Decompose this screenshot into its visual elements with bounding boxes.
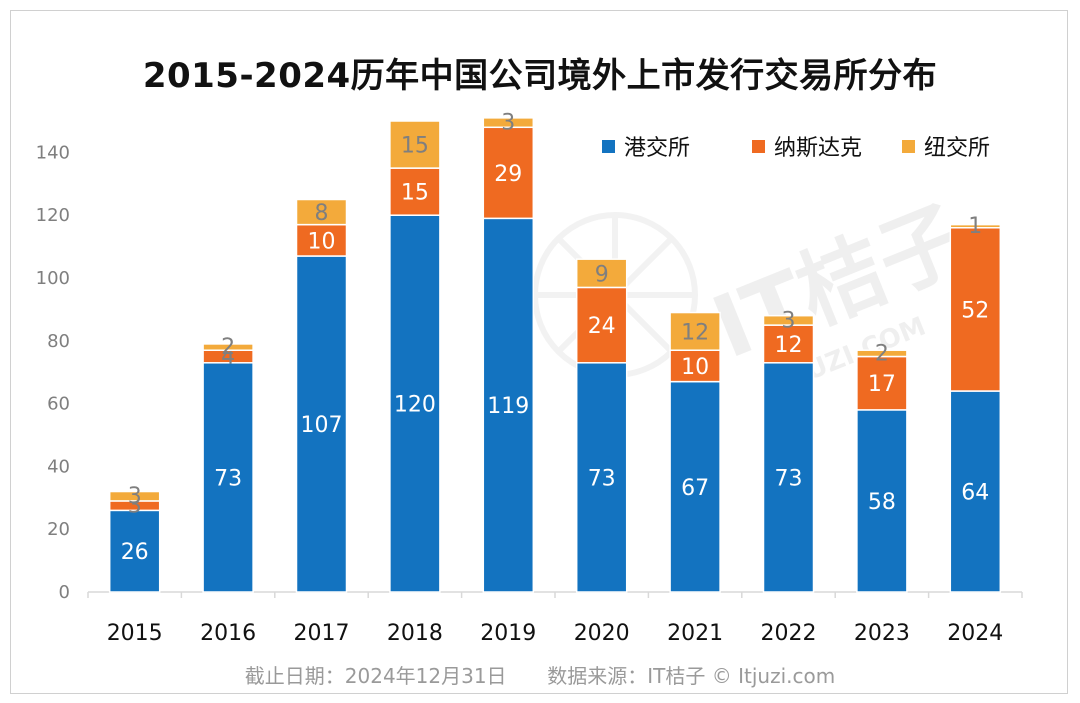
- bar-hk: [762, 362, 815, 593]
- bar-hk: [202, 362, 254, 593]
- footer-source: 数据来源：IT桔子 © Itjuzi.com: [547, 664, 836, 688]
- data-label: 58: [868, 490, 896, 515]
- bar-hk: [389, 214, 441, 593]
- bar-hk: [949, 390, 1002, 593]
- data-label: 15: [401, 181, 429, 206]
- x-tick-label: 2023: [854, 621, 910, 646]
- bar-nyse: [295, 198, 348, 226]
- data-label: 1: [968, 214, 982, 239]
- footer: 截止日期：2024年12月31日 数据来源：IT桔子 © Itjuzi.com: [0, 660, 1080, 689]
- data-label: 73: [214, 466, 242, 491]
- legend-label: 港交所: [624, 136, 690, 161]
- x-tick-label: 2018: [387, 621, 443, 646]
- bar-nyse: [949, 223, 1002, 229]
- bar-nyse: [762, 314, 815, 326]
- y-tick-label: 0: [59, 582, 70, 603]
- bar-hk: [575, 362, 628, 593]
- y-tick-label: 40: [47, 456, 70, 477]
- data-label: 12: [681, 320, 709, 345]
- data-label: 10: [308, 229, 336, 254]
- data-label: 15: [401, 134, 429, 159]
- bar-hk: [295, 255, 348, 593]
- data-label: 3: [128, 484, 142, 509]
- data-label: 3: [782, 308, 796, 333]
- bar-nasdaq: [575, 286, 628, 364]
- data-label: 3: [501, 111, 515, 136]
- data-label: 2: [875, 341, 889, 366]
- bar-nyse: [108, 490, 161, 502]
- bar-hk: [856, 409, 908, 593]
- bar-nyse: [202, 343, 254, 351]
- x-tick-label: 2016: [200, 621, 256, 646]
- legend-swatch-nasdaq: [752, 140, 765, 153]
- bar-nasdaq: [389, 167, 441, 216]
- data-label: 64: [961, 481, 989, 506]
- data-label: 107: [301, 413, 343, 438]
- data-label: 9: [595, 262, 609, 287]
- data-label: 73: [775, 466, 803, 491]
- x-tick-label: 2015: [107, 621, 163, 646]
- bar-nasdaq: [482, 126, 535, 220]
- y-tick-label: 100: [36, 268, 70, 289]
- legend-label: 纳斯达克: [774, 136, 862, 161]
- chart-title: 2015-2024历年中国公司境外上市发行交易所分布: [142, 56, 938, 96]
- bar-hk: [482, 217, 535, 593]
- legend-swatch-hk: [602, 140, 615, 153]
- bar-nyse: [575, 258, 628, 289]
- x-tick-label: 2024: [947, 621, 1003, 646]
- y-tick-label: 80: [47, 331, 70, 352]
- legend-label: 纽交所: [924, 136, 990, 161]
- data-label: 26: [121, 540, 149, 565]
- x-tick-label: 2019: [480, 621, 536, 646]
- data-label: 24: [588, 314, 616, 339]
- x-tick-label: 2017: [294, 621, 350, 646]
- y-tick-label: 120: [36, 205, 70, 226]
- bar-hk: [108, 509, 161, 593]
- data-label: 52: [961, 298, 989, 323]
- x-tick-label: 2020: [574, 621, 630, 646]
- bar-nyse: [669, 311, 721, 351]
- data-label: 8: [315, 201, 329, 226]
- bar-nasdaq: [295, 223, 348, 257]
- data-label: 12: [775, 333, 803, 358]
- data-label: 120: [394, 393, 436, 418]
- bar-nyse: [856, 349, 908, 358]
- x-tick-label: 2021: [667, 621, 723, 646]
- data-label: 29: [494, 162, 522, 187]
- x-tick-label: 2022: [761, 621, 817, 646]
- bar-nyse: [482, 117, 535, 129]
- legend-swatch-nyse: [902, 140, 915, 153]
- y-tick-label: 140: [36, 142, 70, 163]
- data-label: 10: [681, 355, 709, 380]
- bar-hk: [669, 380, 721, 593]
- bar-nyse: [389, 120, 441, 169]
- y-tick-label: 20: [47, 519, 70, 540]
- data-label: 17: [868, 372, 896, 397]
- data-label: 2: [221, 335, 235, 360]
- data-label: 67: [681, 476, 709, 501]
- footer-date: 截止日期：2024年12月31日: [244, 664, 507, 688]
- data-label: 119: [487, 394, 529, 419]
- y-tick-label: 60: [47, 394, 70, 415]
- data-label: 73: [588, 466, 616, 491]
